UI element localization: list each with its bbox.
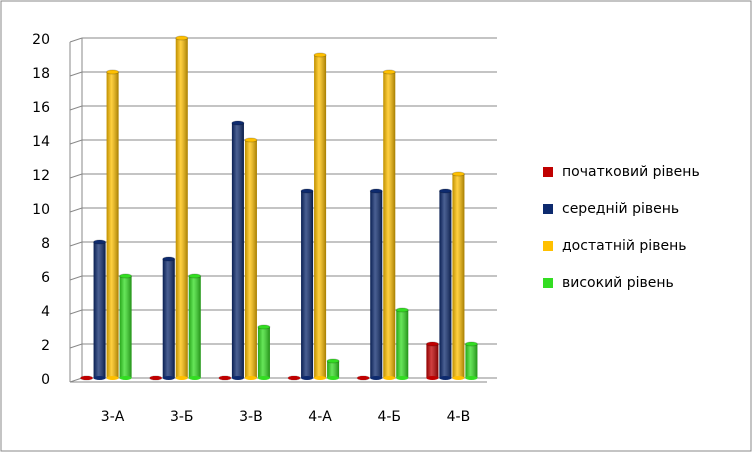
bar-top (313, 52, 327, 58)
y-tick-label: 18 (32, 66, 50, 82)
grid-line-side (69, 275, 83, 281)
bar-shade (301, 191, 314, 378)
y-tick-label: 20 (32, 32, 50, 48)
bar-base (162, 376, 175, 380)
bar-base (452, 376, 465, 380)
bar-top (175, 35, 189, 41)
bar-shade (396, 310, 409, 378)
bar-base (106, 376, 119, 380)
bar-shade (370, 191, 383, 378)
bar-base (465, 376, 478, 380)
bar-top (188, 273, 202, 279)
bar-shade (257, 327, 270, 378)
bar-shade (162, 259, 175, 378)
y-tick-label: 16 (32, 100, 50, 116)
y-tick-label: 0 (41, 372, 50, 388)
bar-shade (93, 242, 106, 378)
bar-top (382, 69, 396, 75)
bar-base (426, 376, 439, 380)
legend-label: високий рівень (562, 275, 674, 291)
bar-base (301, 376, 314, 380)
bar-top (369, 188, 383, 194)
grid-line-side (69, 207, 83, 213)
bar-top (395, 307, 409, 313)
bar-shade (426, 344, 439, 378)
bar-base (257, 376, 270, 380)
bar-base (244, 376, 257, 380)
bar-base (231, 376, 244, 380)
y-tick-label: 6 (41, 270, 50, 286)
legend-swatch (543, 241, 553, 251)
bar-top (231, 120, 245, 126)
bar-base (93, 376, 106, 380)
bar-shade (465, 344, 478, 378)
bar-top (425, 341, 439, 347)
grid-line-side (69, 105, 83, 111)
legend-swatch (543, 278, 553, 288)
grid-line-side (69, 37, 83, 43)
bar-base (396, 376, 409, 380)
bar-top (106, 69, 120, 75)
bar-shade (439, 191, 452, 378)
bar-base (288, 376, 301, 380)
grid-line-side (69, 139, 83, 145)
x-tick-label: 4-А (308, 409, 332, 425)
bar-top (162, 256, 176, 262)
bar-top (464, 341, 478, 347)
bar-base (314, 376, 327, 380)
legend-label: достатній рівень (562, 238, 686, 254)
bar-shade (175, 38, 188, 378)
grid-line-side (69, 343, 83, 349)
bar-shade (119, 276, 132, 378)
bar-shade (327, 361, 340, 378)
bar-shade (244, 140, 257, 378)
bar-top (257, 324, 271, 330)
bar-shade (452, 174, 465, 378)
x-tick-label: 3-Б (170, 409, 194, 425)
grid-line-side (69, 71, 83, 77)
x-tick-label: 3-А (101, 409, 125, 425)
bar-base (370, 376, 383, 380)
x-tick-label: 3-В (239, 409, 263, 425)
bar-base (327, 376, 340, 380)
bar-top (438, 188, 452, 194)
x-tick-label: 4-В (447, 409, 471, 425)
y-tick-label: 4 (41, 304, 50, 320)
y-tick-label: 12 (32, 168, 50, 184)
grid-line-side (69, 309, 83, 315)
bar-base (439, 376, 452, 380)
bar-shade (106, 72, 119, 378)
x-tick-label: 4-Б (377, 409, 401, 425)
bar-top (451, 171, 465, 177)
y-tick-label: 8 (41, 236, 50, 252)
bar-base (218, 376, 231, 380)
bar-shade (314, 55, 327, 378)
bar-top (326, 358, 340, 364)
legend-label: початковий рівень (562, 164, 700, 180)
grid-line-side (69, 173, 83, 179)
bar-top (93, 239, 107, 245)
bar-base (119, 376, 132, 380)
legend-swatch (543, 204, 553, 214)
bar-base (188, 376, 201, 380)
grid-line-side (69, 377, 83, 383)
bar-shade (231, 123, 244, 378)
bar-top (119, 273, 133, 279)
y-tick-label: 2 (41, 338, 50, 354)
bar-shade (383, 72, 396, 378)
y-tick-label: 14 (32, 134, 50, 150)
bar-top (300, 188, 314, 194)
bar-base (80, 376, 93, 380)
bar-shade (188, 276, 201, 378)
bar-top (244, 137, 258, 143)
y-tick-label: 10 (32, 202, 50, 218)
legend-swatch (543, 167, 553, 177)
bar-base (383, 376, 396, 380)
bar-base (149, 376, 162, 380)
legend-label: середній рівень (562, 201, 679, 217)
bar-base (357, 376, 370, 380)
grid-line-side (69, 241, 83, 247)
bar-base (175, 376, 188, 380)
